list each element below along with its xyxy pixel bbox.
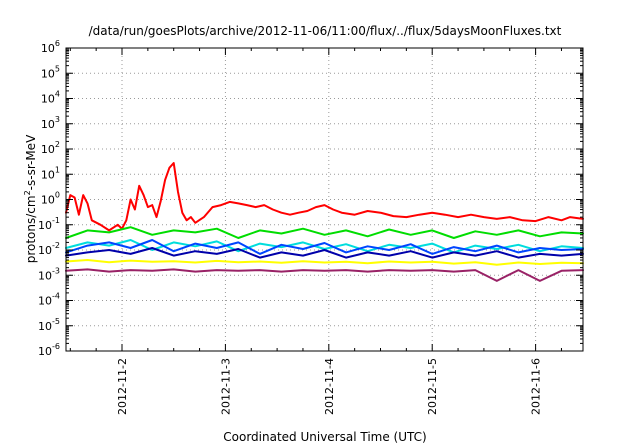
x-tick-label: 2012-11-3 <box>219 358 232 415</box>
series-line-6 <box>65 259 584 266</box>
y-tick-label: 10-2 <box>38 241 60 257</box>
series-layer <box>65 162 584 282</box>
y-axis-label: protons/cm2-s-sr-MeV <box>23 134 38 263</box>
y-tick-label: 10-4 <box>38 292 60 308</box>
axis-tick-labels: 10-6 10-5 10-4 10-3 10-2 10-1 100 101 102 103 104 1… <box>38 39 543 415</box>
y-tick-label: 105 <box>41 64 60 80</box>
y-tick-label: 103 <box>41 115 60 131</box>
y-axis-label-prefix: protons/cm <box>24 195 38 263</box>
chart-title: /data/run/goesPlots/archive/2012-11-06/1… <box>89 24 562 38</box>
y-tick-label: 10-1 <box>38 216 60 232</box>
series-line-4 <box>65 239 584 255</box>
axis-ticks <box>66 47 583 352</box>
x-tick-label: 2012-11-2 <box>116 358 129 415</box>
y-tick-label: 102 <box>41 140 60 156</box>
x-tick-label: 2012-11-6 <box>530 358 543 415</box>
grid <box>66 48 583 351</box>
series-line-7 <box>65 268 584 282</box>
x-tick-label: 2012-11-4 <box>323 358 336 415</box>
y-tick-label: 100 <box>41 191 60 207</box>
y-tick-label: 10-3 <box>38 266 60 282</box>
y-tick-label: 101 <box>41 165 60 181</box>
x-tick-label: 2012-11-5 <box>426 358 439 415</box>
y-axis-label-superscript: 2 <box>23 190 32 195</box>
series-line-5 <box>65 247 584 259</box>
series-line-1 <box>65 162 584 232</box>
series-line-2 <box>65 226 584 239</box>
y-tick-label: 106 <box>41 39 60 55</box>
y-axis-label-suffix: -s-sr-MeV <box>24 134 38 190</box>
y-tick-label: 10-6 <box>38 342 60 358</box>
y-tick-label: 104 <box>41 90 60 106</box>
series-line-3 <box>65 239 584 254</box>
x-axis-label: Coordinated Universal Time (UTC) <box>223 430 426 444</box>
y-tick-label: 10-5 <box>38 317 60 333</box>
